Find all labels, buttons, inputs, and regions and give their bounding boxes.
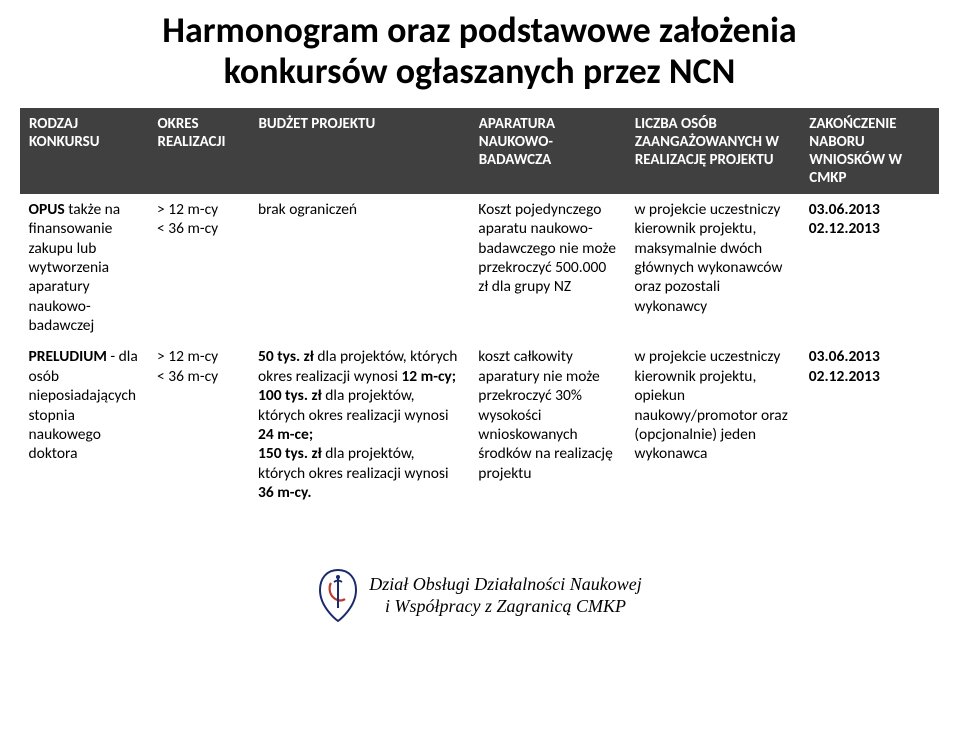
date-1: 03.06.2013 — [809, 347, 880, 366]
cell-budzet: brak ograniczeń — [250, 193, 470, 341]
schedule-table: RODZAJ KONKURSU OKRES REALIZACJI BUDŻET … — [20, 108, 939, 509]
b4: 24 m-ce; — [258, 425, 313, 444]
b6: 36 m-cy. — [258, 483, 312, 502]
cell-liczba: w projekcie uczestniczy kierownik projek… — [626, 193, 800, 341]
col-header-liczba: LICZBA OSÓB ZAANGAŻOWANY​CH W REALIZACJĘ… — [626, 108, 800, 193]
cell-aparatura: Koszt pojedynczego aparatu naukowo-badaw… — [470, 193, 626, 341]
footer-text: Dział Obsługi Działalności Naukowej i Ws… — [369, 574, 642, 617]
cell-okres: > 12 m-cy < 36 m-cy — [149, 341, 250, 508]
title-line-2: konkursów ogłaszanych przez NCN — [224, 49, 736, 93]
footer-line-1: Dział Obsługi Działalności Naukowej — [369, 574, 642, 594]
col-header-budzet: BUDŻET PROJEKTU — [250, 108, 470, 193]
footer-line-2: i Współpracy z Zagranicą CMKP — [385, 596, 626, 616]
table-row: OPUS także na finansowanie zakupu lub wy… — [21, 193, 939, 341]
b5: 150 tys. zł — [258, 444, 322, 463]
col-header-rodzaj: RODZAJ KONKURSU — [21, 108, 150, 193]
cell-aparatura: koszt całkowity aparatury nie może przek… — [470, 341, 626, 508]
col-header-okres: OKRES REALIZACJI — [149, 108, 250, 193]
b2: 12 m-cy; — [401, 367, 456, 386]
cell-zakonczenie: 03.06.2013 02.12.2013 — [801, 193, 939, 341]
date-1: 03.06.2013 — [809, 200, 880, 219]
rodzaj-rest: także na finansowanie zakupu lub wytworz… — [29, 200, 121, 335]
cmkp-logo-icon — [317, 568, 359, 623]
cell-rodzaj-opus: OPUS także na finansowanie zakupu lub wy… — [21, 193, 150, 341]
b1: 50 tys. zł — [258, 347, 314, 366]
cell-rodzaj-preludium: PRELUDIUM - dla osób nieposiadający​ch s… — [21, 341, 150, 508]
table-row: PRELUDIUM - dla osób nieposiadający​ch s… — [21, 341, 939, 508]
date-2: 02.12.2013 — [809, 367, 880, 386]
rodzaj-lead: PRELUDIUM — [29, 347, 107, 366]
footer: Dział Obsługi Działalności Naukowej i Ws… — [20, 568, 939, 628]
rodzaj-lead: OPUS — [29, 200, 65, 219]
date-2: 02.12.2013 — [809, 219, 880, 238]
col-header-aparatura: APARATURA NAUKOWO-BADAWCZA — [470, 108, 626, 193]
table-header-row: RODZAJ KONKURSU OKRES REALIZACJI BUDŻET … — [21, 108, 939, 193]
col-header-zakonczenie: ZAKOŃCZENIE NABORU WNIOSKÓW W CMKP — [801, 108, 939, 193]
cell-budzet: 50 tys. zł dla projektów, których okres … — [250, 341, 470, 508]
b3: 100 tys. zł — [258, 386, 322, 405]
cell-liczba: w projekcie uczestniczy kierownik projek… — [626, 341, 800, 508]
cell-okres: > 12 m-cy < 36 m-cy — [149, 193, 250, 341]
page-title: Harmonogram oraz podstawowe założenia ko… — [20, 10, 939, 93]
cell-zakonczenie: 03.06.2013 02.12.2013 — [801, 341, 939, 508]
title-line-1: Harmonogram oraz podstawowe założenia — [162, 8, 796, 52]
